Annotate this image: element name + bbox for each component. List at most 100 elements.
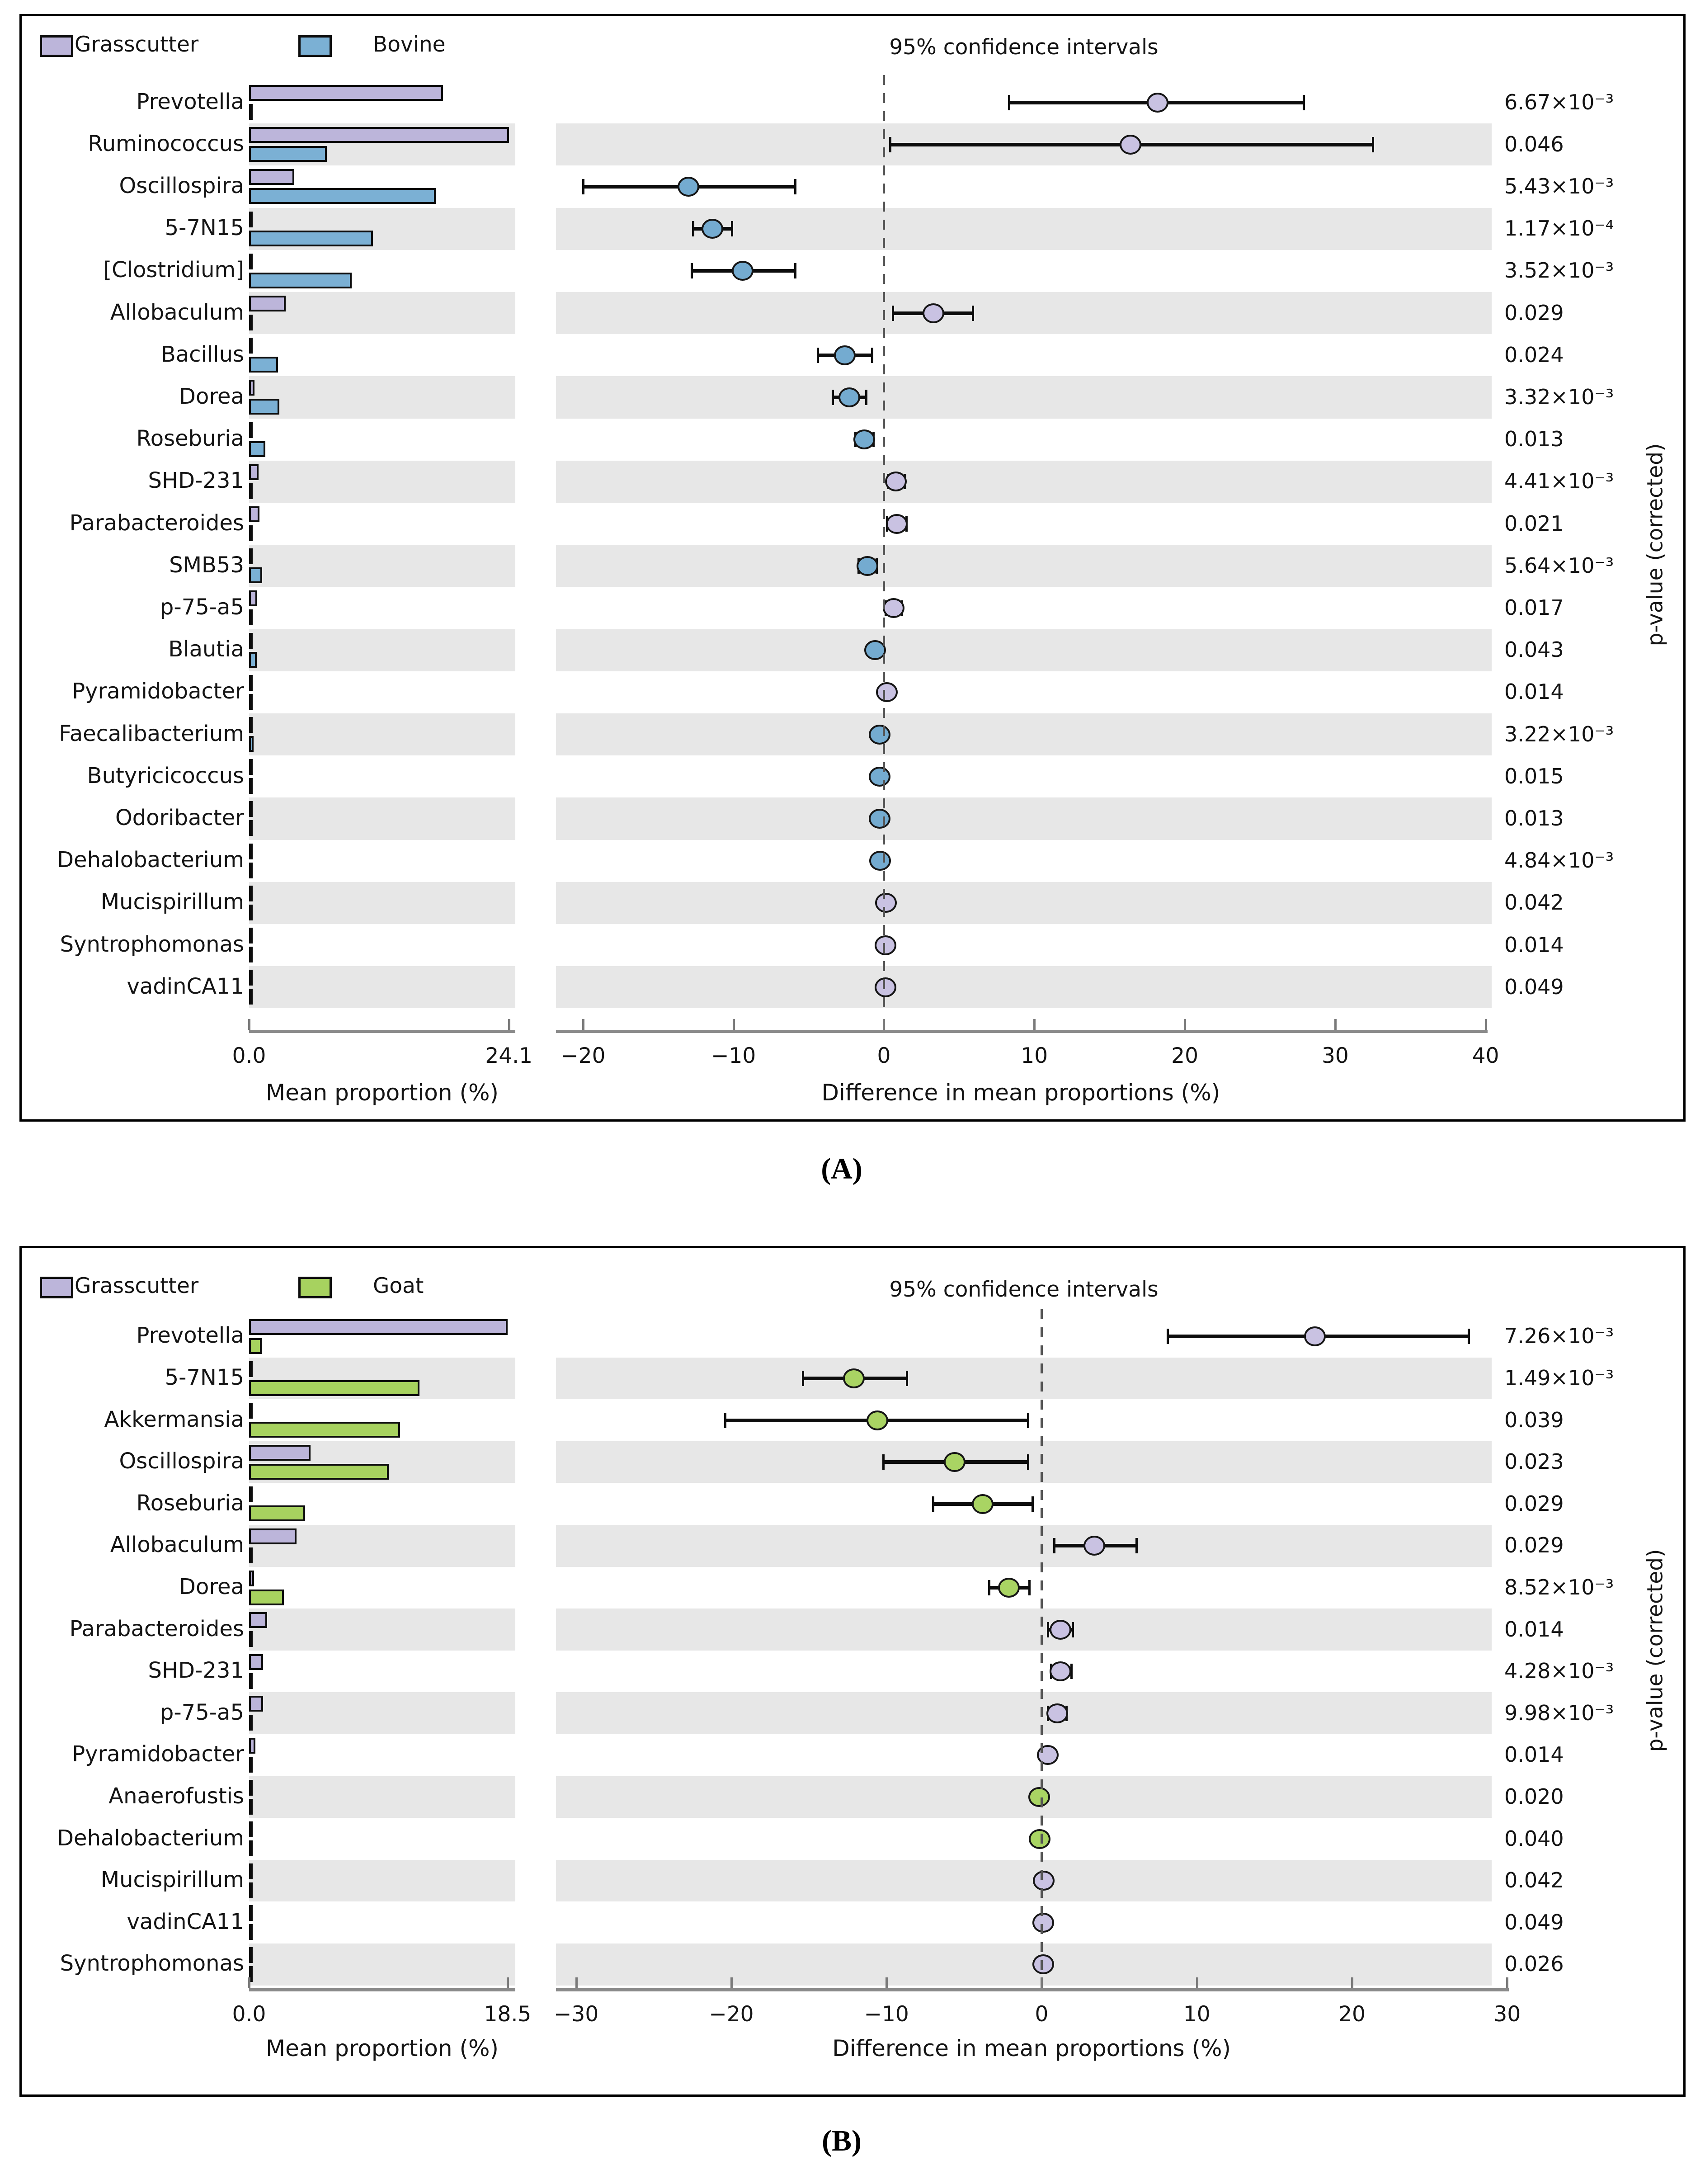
taxon-label: Prevotella [136,1323,244,1349]
mean-bar-grasscutter [249,885,253,901]
x-axis-label-right: Difference in mean proportions (%) [821,1080,1220,1106]
diff-marker [875,893,897,913]
p-value: 0.024 [1504,342,1564,367]
row-stripe [249,1859,515,1902]
mean-bar-grasscutter [249,1319,508,1335]
ci-cap-low [690,263,693,279]
mean-bar-bovine [249,315,253,330]
p-value: 0.020 [1504,1784,1564,1809]
row-stripe [249,460,515,503]
mean-bar-bovine [249,947,253,962]
panel-title: 95% confidence intervals [889,35,1159,60]
mean-bar-goat [249,1840,253,1857]
row-stripe [556,713,1492,756]
taxon-label: Ruminococcus [88,131,244,156]
legend-swatch-bovine [298,35,332,57]
ci-cap-high [1027,1412,1029,1428]
mean-bar-grasscutter [249,548,253,565]
axis-tick [1041,1977,1043,1988]
mean-bar-grasscutter [249,1696,263,1712]
mean-bar-goat [249,1338,262,1354]
axis-tick [1184,1019,1187,1030]
panel-b-frame [19,1246,1686,2097]
axis-tick [506,1977,509,1988]
taxon-label: Roseburia [136,426,244,452]
caption-b: (B) [822,2124,862,2158]
diff-marker [1083,1536,1106,1556]
ci-cap-low [932,1496,935,1512]
mean-bar-grasscutter [249,338,253,354]
mean-bar-bovine [249,651,257,668]
tick-label: 30 [1321,1043,1349,1068]
diff-marker [1049,1619,1071,1640]
mean-bar-goat [249,1547,253,1563]
y-axis-label-right: p-value (corrected) [1643,443,1668,646]
taxon-label: Dehalobacterium [57,847,244,873]
p-value: 0.014 [1504,1617,1564,1642]
mean-bar-goat [249,1631,253,1647]
p-value: 0.042 [1504,890,1564,915]
taxon-label: Dorea [179,384,244,409]
diff-marker [1032,1954,1054,1975]
taxon-label: Akkermansia [104,1406,245,1432]
mean-bar-grasscutter [249,85,443,101]
axis-tick [1484,1019,1487,1030]
diff-marker [1147,92,1169,113]
row-stripe [556,1943,1492,1986]
mean-bar-bovine [249,188,436,204]
axis-line-right [556,1030,1488,1033]
axis-tick [883,1019,885,1030]
mean-bar-grasscutter [249,1738,255,1754]
diff-marker [866,1410,888,1430]
ci-cap-high [1303,94,1305,110]
x-axis-label-left: Mean proportion (%) [266,2035,499,2061]
row-stripe [249,966,515,1009]
taxon-label: Dehalobacterium [57,1825,244,1851]
mean-bar-goat [249,1757,253,1773]
mean-bar-grasscutter [249,801,253,817]
mean-bar-grasscutter [249,1654,263,1670]
mean-bar-grasscutter [249,1779,253,1796]
p-value: 0.014 [1504,1742,1564,1767]
taxon-label: Mucispirillum [100,889,244,915]
mean-bar-grasscutter [249,928,253,943]
mean-bar-goat [249,1380,420,1396]
tick-label: −10 [711,1043,756,1068]
diff-marker [869,851,891,871]
axis-tick [508,1019,510,1030]
tick-label: 30 [1493,2002,1521,2027]
row-stripe [249,1943,515,1986]
p-value: 0.013 [1504,427,1564,452]
mean-bar-grasscutter [249,169,295,185]
p-value: 0.029 [1504,300,1564,325]
taxon-label: Parabacteroides [69,1616,244,1642]
ci-cap-high [731,221,734,237]
mean-bar-grasscutter [249,464,259,480]
p-value: 0.017 [1504,595,1564,620]
mean-bar-grasscutter [249,296,286,311]
ci-cap-low [882,1454,885,1470]
p-value: 7.26×10⁻³ [1504,1324,1614,1349]
mean-bar-grasscutter [249,1612,268,1628]
row-stripe [556,1692,1492,1734]
legend-swatch-grasscutter [40,35,73,57]
panel-title: 95% confidence intervals [889,1277,1159,1302]
x-axis-label-right: Difference in mean proportions (%) [832,2035,1231,2061]
mean-bar-grasscutter [249,1570,254,1586]
mean-bar-grasscutter [249,1403,253,1419]
taxon-label: Allobaculum [110,299,244,325]
p-value: 0.029 [1504,1491,1564,1516]
mean-bar-grasscutter [249,211,253,227]
mean-bar-bovine [249,609,253,626]
p-value: 0.015 [1504,764,1564,788]
taxon-label: vadinCA11 [127,973,244,999]
taxon-label: Bacillus [160,341,244,367]
taxon-label: Oscillospira [119,1448,244,1474]
mean-bar-bovine [249,693,253,710]
ci-cap-low [892,305,895,321]
mean-bar-grasscutter [249,1821,253,1838]
legend-label-goat: Goat [373,1274,424,1298]
diff-marker [1049,1661,1071,1682]
